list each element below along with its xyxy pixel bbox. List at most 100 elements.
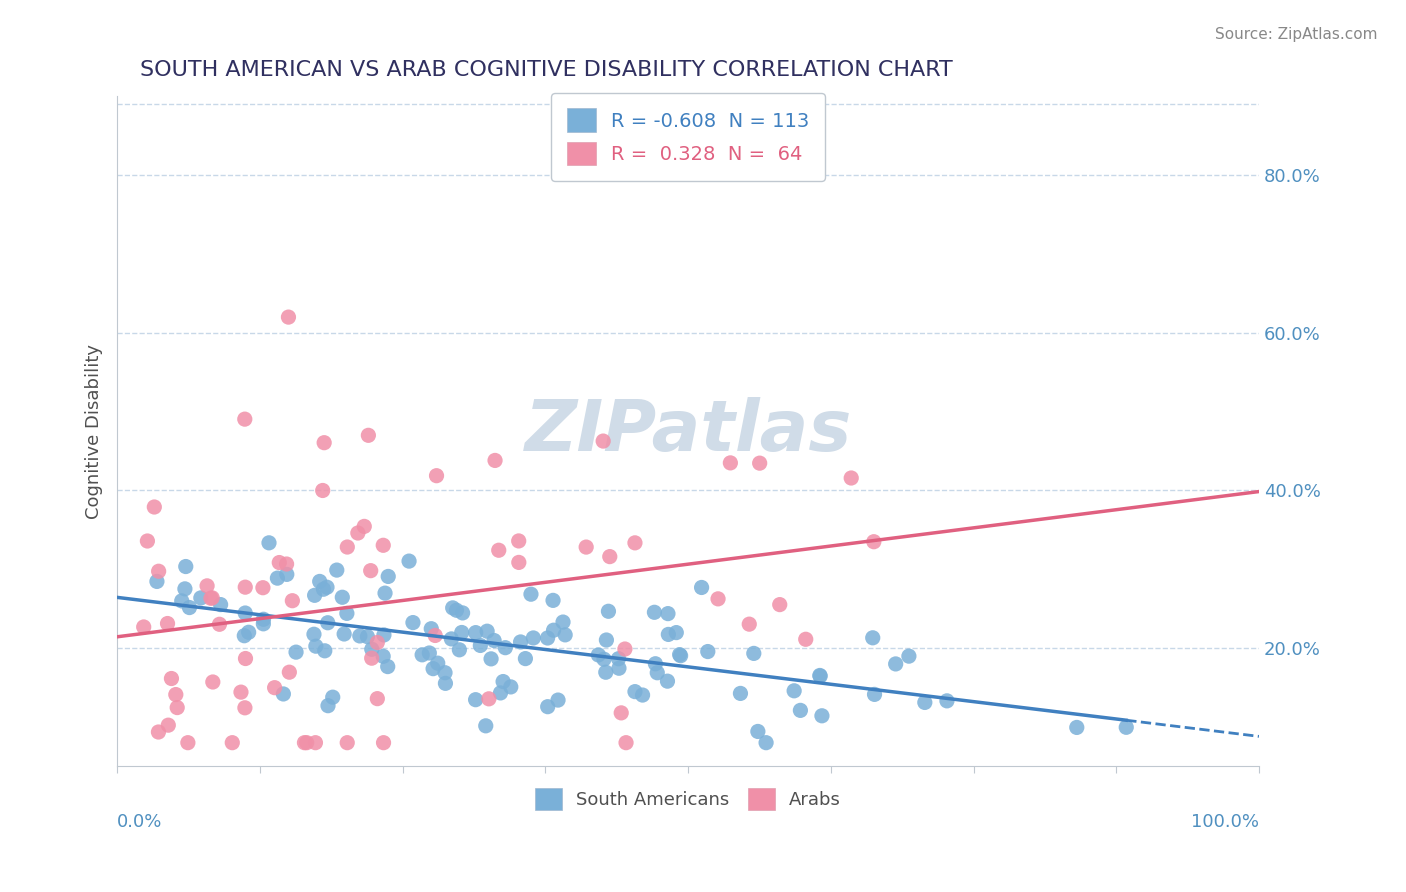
Point: [747, 724, 769, 739]
Point: [508, 533, 530, 548]
Point: [374, 586, 396, 600]
Y-axis label: Cognitive Disability: Cognitive Disability: [86, 344, 103, 519]
Point: [143, 500, 166, 514]
Point: [789, 703, 811, 717]
Point: [356, 630, 378, 644]
Point: [221, 736, 243, 750]
Point: [607, 661, 630, 675]
Point: [599, 549, 621, 564]
Point: [470, 639, 492, 653]
Point: [509, 635, 531, 649]
Point: [598, 604, 620, 618]
Point: [179, 600, 201, 615]
Point: [554, 628, 576, 642]
Point: [373, 538, 395, 552]
Point: [668, 648, 690, 662]
Point: [808, 669, 831, 683]
Point: [624, 536, 647, 550]
Point: [252, 581, 274, 595]
Point: [464, 692, 486, 706]
Point: [201, 675, 224, 690]
Point: [669, 648, 692, 663]
Point: [614, 736, 637, 750]
Point: [411, 648, 433, 662]
Point: [425, 628, 447, 642]
Point: [551, 615, 574, 629]
Point: [808, 668, 831, 682]
Point: [543, 624, 565, 638]
Point: [1066, 721, 1088, 735]
Point: [269, 556, 291, 570]
Point: [657, 674, 679, 689]
Point: [326, 563, 349, 577]
Point: [464, 625, 486, 640]
Point: [420, 622, 443, 636]
Point: [536, 631, 558, 645]
Point: [769, 598, 792, 612]
Point: [229, 685, 252, 699]
Point: [146, 574, 169, 589]
Point: [312, 483, 335, 498]
Point: [322, 690, 344, 705]
Point: [863, 687, 886, 701]
Point: [537, 699, 560, 714]
Point: [308, 574, 330, 589]
Point: [295, 736, 318, 750]
Point: [330, 591, 353, 605]
Point: [285, 645, 308, 659]
Point: [349, 629, 371, 643]
Point: [418, 646, 440, 660]
Point: [645, 665, 668, 680]
Point: [434, 676, 457, 690]
Point: [607, 651, 630, 665]
Point: [200, 591, 222, 606]
Point: [373, 649, 395, 664]
Point: [209, 598, 232, 612]
Point: [755, 736, 778, 750]
Point: [488, 543, 510, 558]
Point: [631, 688, 654, 702]
Point: [451, 606, 474, 620]
Point: [914, 695, 936, 709]
Point: [398, 554, 420, 568]
Point: [312, 582, 335, 597]
Point: [294, 736, 316, 750]
Point: [593, 652, 616, 666]
Point: [748, 456, 770, 470]
Point: [277, 310, 299, 324]
Point: [136, 534, 159, 549]
Point: [314, 644, 336, 658]
Point: [730, 686, 752, 700]
Point: [811, 708, 834, 723]
Point: [862, 631, 884, 645]
Point: [426, 656, 449, 670]
Point: [347, 526, 370, 541]
Point: [316, 698, 339, 713]
Point: [148, 725, 170, 739]
Point: [783, 683, 806, 698]
Point: [434, 665, 457, 680]
Point: [166, 700, 188, 714]
Point: [449, 642, 471, 657]
Point: [360, 642, 382, 657]
Point: [595, 633, 617, 648]
Point: [936, 694, 959, 708]
Point: [257, 536, 280, 550]
Point: [177, 736, 200, 750]
Point: [547, 693, 569, 707]
Point: [336, 540, 359, 554]
Point: [336, 736, 359, 750]
Point: [377, 659, 399, 673]
Point: [377, 569, 399, 583]
Point: [588, 648, 610, 662]
Point: [233, 629, 256, 643]
Point: [897, 649, 920, 664]
Point: [657, 607, 679, 621]
Point: [718, 456, 741, 470]
Point: [235, 651, 257, 665]
Point: [157, 718, 180, 732]
Point: [474, 719, 496, 733]
Point: [353, 519, 375, 533]
Point: [278, 665, 301, 680]
Text: Source: ZipAtlas.com: Source: ZipAtlas.com: [1215, 27, 1378, 42]
